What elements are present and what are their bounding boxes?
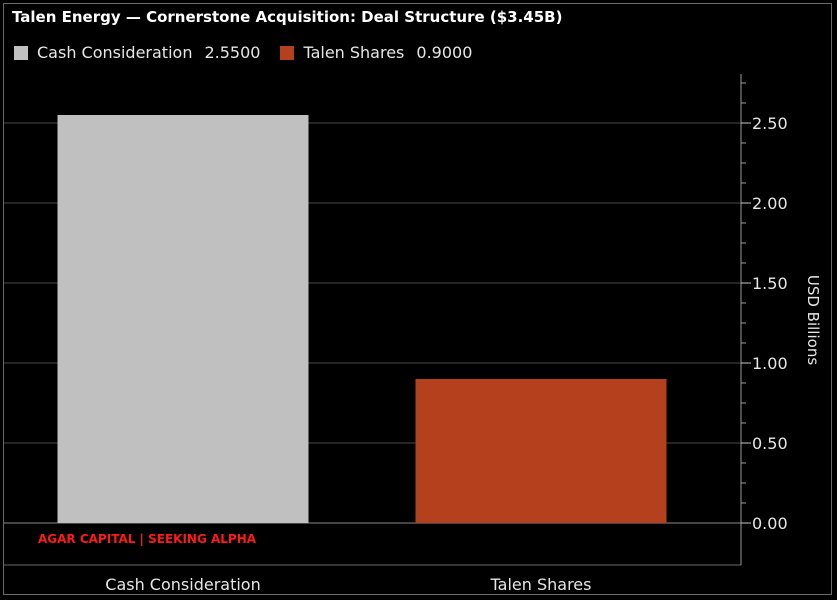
legend-swatch-cash [14,45,28,60]
legend-value-shares: 0.9000 [416,43,473,62]
y-tick-label: 2.50 [752,114,788,133]
legend-label-cash: Cash Consideration [37,43,193,62]
chart-title: Talen Energy — Cornerstone Acquisition: … [12,8,563,26]
y-tick-label: 1.50 [752,274,788,293]
x-tick-label: Cash Consideration [105,575,260,594]
y-axis-title: USD Billions [804,275,822,365]
y-tick-label: 0.50 [752,434,788,453]
y-tick-label: 1.00 [752,354,788,373]
legend: Cash Consideration 2.5500 Talen Shares 0… [14,43,492,62]
y-tick-label: 2.00 [752,194,788,213]
legend-label-shares: Talen Shares [303,43,405,62]
legend-swatch-shares [280,45,295,60]
bar-cash-consideration [57,115,309,523]
x-tick-label: Talen Shares [490,575,592,594]
y-tick-label: 0.00 [752,514,788,533]
source-watermark: AGAR CAPITAL | SEEKING ALPHA [38,532,257,546]
legend-value-cash: 2.5500 [204,43,261,62]
legend-item-shares: Talen Shares 0.9000 [280,43,472,62]
bar-talen-shares [415,379,667,523]
chart-frame [3,3,832,595]
legend-item-cash: Cash Consideration 2.5500 [14,43,260,62]
